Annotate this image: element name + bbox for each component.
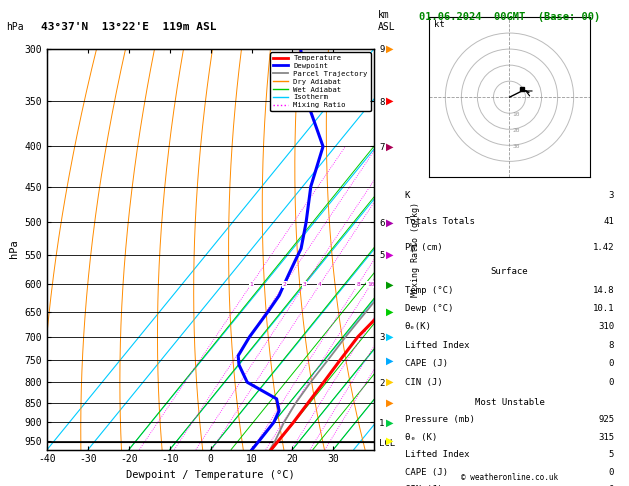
X-axis label: Dewpoint / Temperature (°C): Dewpoint / Temperature (°C) [126,470,295,480]
Text: Lifted Index: Lifted Index [405,341,469,350]
Text: ▶: ▶ [386,250,394,260]
Text: Pressure (mb): Pressure (mb) [405,415,475,424]
Text: 1: 1 [249,282,253,287]
Text: 925: 925 [598,415,614,424]
Text: 310: 310 [598,322,614,331]
Text: hPa: hPa [6,21,24,32]
Text: ▶: ▶ [386,355,394,365]
Text: ▶: ▶ [386,217,394,227]
Text: 0: 0 [609,378,614,386]
Text: 14.8: 14.8 [593,286,614,295]
Text: ▶: ▶ [386,417,394,427]
Text: CIN (J): CIN (J) [405,378,442,386]
Text: PW (cm): PW (cm) [405,243,442,252]
Text: θₑ(K): θₑ(K) [405,322,431,331]
Text: K: K [405,191,410,200]
Text: 0: 0 [609,468,614,477]
Text: ▶: ▶ [386,279,394,289]
Text: CIN (J): CIN (J) [405,485,442,486]
Text: Totals Totals: Totals Totals [405,217,475,226]
Text: ▶: ▶ [386,307,394,316]
Text: ▶: ▶ [386,436,394,446]
Text: 2: 2 [282,282,286,287]
Text: 01.06.2024  00GMT  (Base: 00): 01.06.2024 00GMT (Base: 00) [419,12,600,22]
Text: 3: 3 [303,282,307,287]
Text: 8: 8 [609,341,614,350]
Text: 3: 3 [609,191,614,200]
Legend: Temperature, Dewpoint, Parcel Trajectory, Dry Adiabat, Wet Adiabat, Isotherm, Mi: Temperature, Dewpoint, Parcel Trajectory… [270,52,370,111]
Text: Most Unstable: Most Unstable [474,398,545,407]
Text: 315: 315 [598,433,614,442]
Text: 10.1: 10.1 [593,304,614,313]
Text: Temp (°C): Temp (°C) [405,286,453,295]
Text: Mixing Ratio (g/kg): Mixing Ratio (g/kg) [411,202,420,296]
Text: ▶: ▶ [386,141,394,152]
Text: ▶: ▶ [386,398,394,408]
Text: 1.42: 1.42 [593,243,614,252]
Text: km
ASL: km ASL [377,10,395,32]
Text: Surface: Surface [491,267,528,276]
Text: ▶: ▶ [386,332,394,342]
Text: ▶: ▶ [386,44,394,53]
Text: Dewp (°C): Dewp (°C) [405,304,453,313]
Text: 0: 0 [609,485,614,486]
Text: 10: 10 [367,282,375,287]
Text: 8: 8 [356,282,360,287]
Text: 20: 20 [513,128,520,133]
Y-axis label: hPa: hPa [9,240,19,259]
Text: ▶: ▶ [386,377,394,387]
Text: kt: kt [434,19,445,29]
Text: 0: 0 [609,359,614,368]
Text: 4: 4 [318,282,321,287]
Text: ▶: ▶ [386,96,394,106]
Text: 41: 41 [603,217,614,226]
Text: © weatheronline.co.uk: © weatheronline.co.uk [461,473,558,482]
Text: θₑ (K): θₑ (K) [405,433,437,442]
Text: 30: 30 [513,144,520,149]
Text: 43°37'N  13°22'E  119m ASL: 43°37'N 13°22'E 119m ASL [41,21,216,32]
Text: CAPE (J): CAPE (J) [405,468,448,477]
Text: CAPE (J): CAPE (J) [405,359,448,368]
Text: 5: 5 [609,450,614,459]
Text: Lifted Index: Lifted Index [405,450,469,459]
Text: 10: 10 [513,112,520,117]
